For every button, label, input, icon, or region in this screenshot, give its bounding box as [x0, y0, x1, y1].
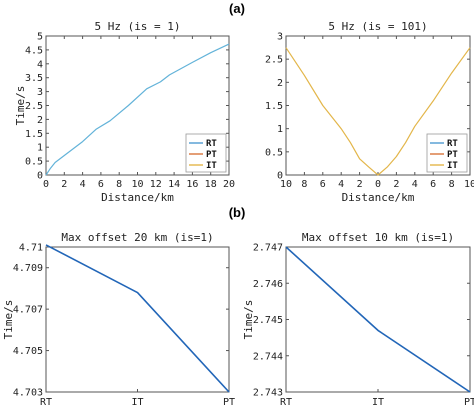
y-tick-label: 2.5	[265, 55, 283, 66]
panel-a-label: (a)	[229, 1, 245, 16]
y-tick-label: 4	[37, 59, 43, 70]
y-tick-label: 0.5	[265, 147, 283, 158]
y-tick-label: 2.743	[253, 388, 283, 399]
chart-title: 5 Hz (is = 101)	[328, 20, 427, 33]
x-tick-label: 2	[357, 179, 363, 190]
x-tick-label: 16	[186, 179, 198, 190]
x-tick-label: IT	[372, 397, 384, 408]
legend-label: RT	[206, 139, 217, 149]
x-tick-label: 20	[223, 179, 235, 190]
legend-label: PT	[206, 150, 217, 160]
y-tick-label: 5	[37, 32, 43, 43]
x-tick-label: 2	[61, 179, 67, 190]
x-tick-label: 0	[43, 179, 49, 190]
chart-1: 5 Hz (is = 1)00.511.522.533.544.550 2 4 6 8 1…	[14, 20, 235, 204]
y-tick-label: 1	[277, 124, 283, 135]
chart-title: Max offset 20 km (is=1)	[61, 231, 213, 244]
x-tick-label: 2	[393, 179, 399, 190]
series-line	[45, 43, 230, 176]
x-tick-label: RT	[280, 397, 292, 408]
y-tick-label: 0.5	[25, 157, 43, 168]
y-tick-label: 0	[37, 171, 43, 182]
x-tick-label: 8	[301, 179, 307, 190]
x-tick-label: 18	[205, 179, 217, 190]
y-tick-label: 4.5	[25, 45, 43, 56]
series-line	[285, 47, 471, 176]
y-tick-label: 4.705	[13, 346, 43, 357]
y-tick-label: 1.5	[25, 129, 43, 140]
x-tick-label: 6	[98, 179, 104, 190]
x-tick-label: 10	[280, 179, 292, 190]
x-tick-label: 6	[320, 179, 326, 190]
chart-3: Max offset 20 km (is=1) 4.703 4.705 4.707 4.…	[2, 231, 235, 408]
y-tick-label: 4.71	[19, 243, 43, 254]
y-tick-label: 2.745	[253, 315, 283, 326]
y-tick-label: 1.5	[265, 101, 283, 112]
x-tick-label: 4	[412, 179, 418, 190]
x-tick-label: 4	[80, 179, 86, 190]
y-tick-label: 3	[37, 87, 43, 98]
x-tick-label: 12	[150, 179, 162, 190]
x-tick-label: 8	[449, 179, 455, 190]
x-tick-label: 8	[116, 179, 122, 190]
y-tick-label: 2.744	[253, 351, 283, 362]
x-tick-label: PT	[464, 397, 474, 408]
y-tick-label: 0	[277, 171, 283, 182]
series-line	[285, 246, 471, 393]
y-tick-label: 4.707	[13, 305, 43, 316]
chart-title: Max offset 10 km (is=1)	[302, 231, 454, 244]
y-tick-label: 2.747	[253, 243, 283, 254]
plot-frame	[45, 246, 230, 393]
x-tick-label: 10	[131, 179, 143, 190]
panel-b-label: (b)	[229, 205, 246, 220]
x-tick-label: 6	[430, 179, 436, 190]
x-axis-label: Distance/km	[101, 191, 174, 204]
x-tick-label: IT	[131, 397, 143, 408]
y-tick-label: 3.5	[25, 73, 43, 84]
y-axis-label: Time/s	[14, 86, 27, 126]
y-tick-label: 3	[277, 32, 283, 43]
chart-title: 5 Hz (is = 1)	[94, 20, 180, 33]
x-tick-label: PT	[223, 397, 235, 408]
legend-label: PT	[447, 150, 458, 160]
chart-4: Max offset 10 km (is=1) 2.743 2.744 2.745 2.…	[242, 231, 474, 408]
legend-label: RT	[447, 139, 458, 149]
x-tick-label: 4	[338, 179, 344, 190]
y-tick-label: 2.746	[253, 279, 283, 290]
plot-frame	[285, 246, 471, 393]
y-tick-label: 2.5	[25, 101, 43, 112]
x-tick-label: 0	[375, 179, 381, 190]
y-tick-label: 2	[37, 115, 43, 126]
y-tick-label: 4.703	[13, 388, 43, 399]
y-tick-label: 4.709	[13, 263, 43, 274]
charts: 5 Hz (is = 1)00.511.522.533.544.550 2 4 6 8 1…	[2, 20, 474, 408]
x-tick-label: RT	[40, 397, 52, 408]
legend-label: IT	[206, 161, 217, 171]
series-line	[45, 244, 230, 393]
legend-label: IT	[447, 161, 458, 171]
x-tick-label: 10	[464, 179, 474, 190]
y-axis-label: Time/s	[242, 300, 255, 340]
x-tick-label: 14	[168, 179, 180, 190]
y-axis-label: Time/s	[2, 300, 15, 340]
x-axis-label: Distance/km	[342, 191, 415, 204]
y-tick-label: 2	[277, 78, 283, 89]
y-tick-label: 1	[37, 143, 43, 154]
